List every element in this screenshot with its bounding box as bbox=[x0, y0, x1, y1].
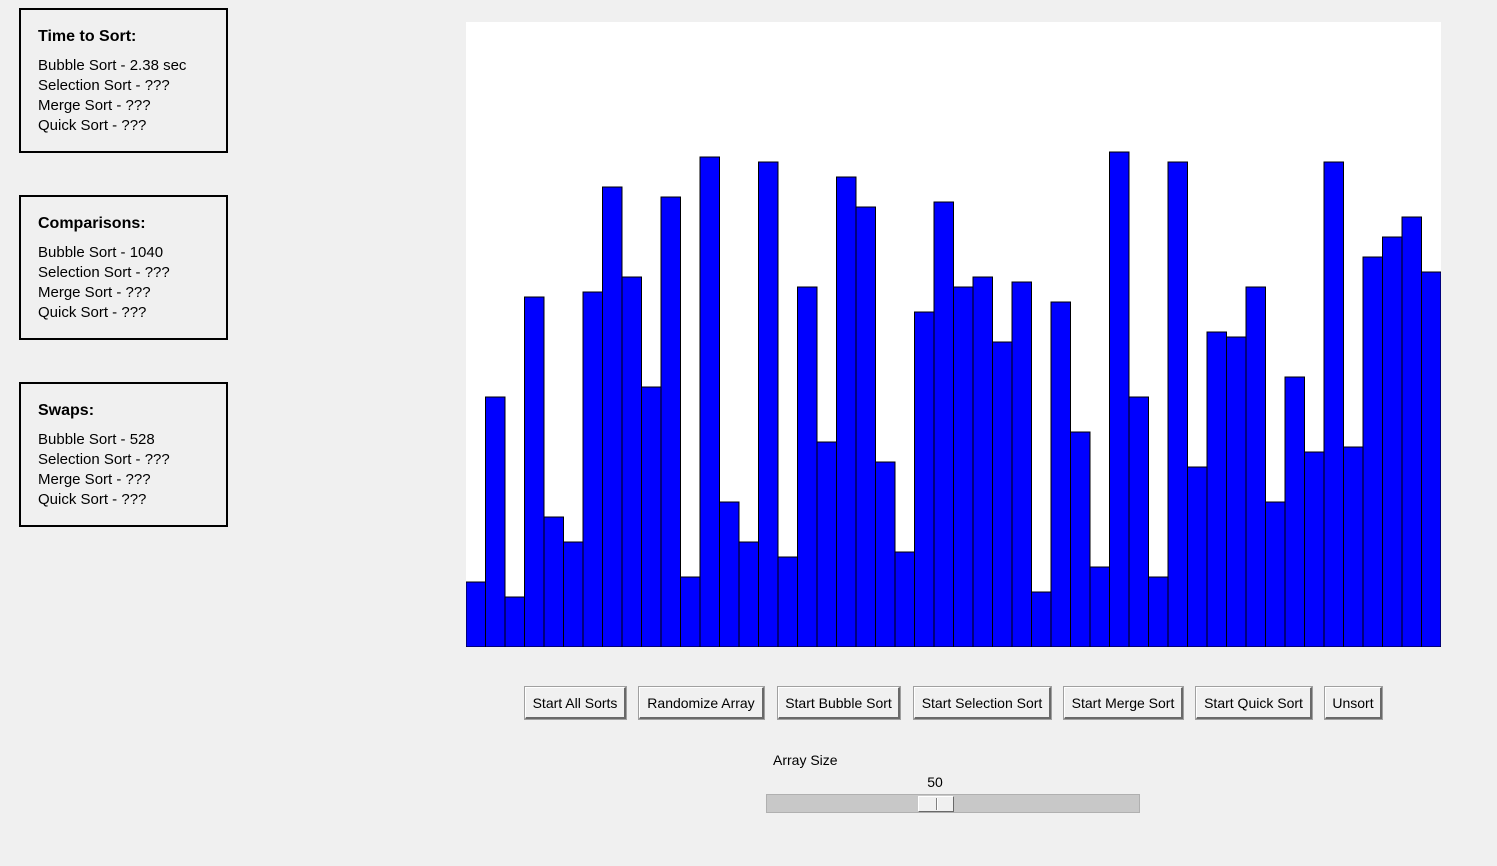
array-bar bbox=[1382, 236, 1403, 647]
array-bar bbox=[660, 196, 681, 647]
array-bar-canvas bbox=[466, 22, 1441, 647]
array-bar bbox=[836, 176, 857, 647]
array-bar bbox=[1362, 256, 1383, 647]
array-bar bbox=[1401, 216, 1422, 647]
array-size-value: 50 bbox=[927, 774, 943, 790]
comparisons-merge-sort: Merge Sort - ??? bbox=[38, 284, 151, 301]
array-bar bbox=[1226, 336, 1247, 647]
array-bar bbox=[602, 186, 623, 647]
array-bar bbox=[992, 341, 1013, 647]
time-bubble-sort: Bubble Sort - 2.38 sec bbox=[38, 57, 187, 74]
randomize-array-button[interactable]: Randomize Array bbox=[639, 687, 764, 719]
array-bar bbox=[563, 541, 584, 647]
swaps-title: Swaps: bbox=[38, 402, 95, 419]
array-bar bbox=[524, 296, 545, 647]
start-merge-sort-button[interactable]: Start Merge Sort bbox=[1064, 687, 1183, 719]
array-bar bbox=[1031, 591, 1052, 647]
array-bar bbox=[485, 396, 506, 647]
array-bar bbox=[1089, 566, 1110, 647]
array-bar bbox=[777, 556, 798, 647]
array-bar bbox=[1167, 161, 1188, 647]
array-bar bbox=[621, 276, 642, 647]
array-bar bbox=[738, 541, 759, 647]
array-bar bbox=[1206, 331, 1227, 647]
swaps-bubble-sort: Bubble Sort - 528 bbox=[38, 431, 155, 448]
array-bar bbox=[914, 311, 935, 647]
swaps-selection-sort: Selection Sort - ??? bbox=[38, 451, 170, 468]
array-bar bbox=[1323, 161, 1344, 647]
array-bar bbox=[1070, 431, 1091, 647]
swaps-merge-sort: Merge Sort - ??? bbox=[38, 471, 151, 488]
time-selection-sort: Selection Sort - ??? bbox=[38, 77, 170, 94]
comparisons-title: Comparisons: bbox=[38, 215, 146, 232]
array-bar bbox=[894, 551, 915, 647]
array-bar bbox=[953, 286, 974, 647]
array-bar bbox=[466, 581, 486, 647]
array-bar bbox=[543, 516, 564, 647]
swaps-quick-sort: Quick Sort - ??? bbox=[38, 491, 147, 508]
comparisons-bubble-sort: Bubble Sort - 1040 bbox=[38, 244, 164, 261]
array-bar bbox=[816, 441, 837, 647]
array-bar bbox=[933, 201, 954, 647]
array-bar bbox=[641, 386, 662, 647]
comparisons-quick-sort: Quick Sort - ??? bbox=[38, 304, 147, 321]
array-bar bbox=[1128, 396, 1149, 647]
start-all-sorts-button[interactable]: Start All Sorts bbox=[525, 687, 626, 719]
array-bar bbox=[1304, 451, 1325, 647]
array-bar bbox=[1265, 501, 1286, 647]
array-bar bbox=[972, 276, 993, 647]
time-merge-sort: Merge Sort - ??? bbox=[38, 97, 151, 114]
array-bar bbox=[1187, 466, 1208, 647]
start-bubble-sort-button[interactable]: Start Bubble Sort bbox=[778, 687, 900, 719]
swaps-panel: Swaps: Bubble Sort - 528 Selection Sort … bbox=[19, 382, 228, 527]
array-bar bbox=[582, 291, 603, 647]
start-quick-sort-button[interactable]: Start Quick Sort bbox=[1196, 687, 1312, 719]
unsort-button[interactable]: Unsort bbox=[1325, 687, 1382, 719]
control-button-row: Start All Sorts Randomize Array Start Bu… bbox=[0, 687, 1497, 719]
comparisons-selection-sort: Selection Sort - ??? bbox=[38, 264, 170, 281]
array-bar bbox=[719, 501, 740, 647]
time-to-sort-panel: Time to Sort: Bubble Sort - 2.38 sec Sel… bbox=[19, 8, 228, 153]
array-bar bbox=[504, 596, 525, 647]
array-bar bbox=[1050, 301, 1071, 647]
array-bar bbox=[1421, 271, 1441, 647]
array-bar-chart bbox=[466, 151, 1441, 647]
array-bar bbox=[797, 286, 818, 647]
array-bar bbox=[1011, 281, 1032, 647]
array-size-slider-thumb[interactable] bbox=[918, 796, 955, 812]
array-bar bbox=[1343, 446, 1364, 647]
time-to-sort-title: Time to Sort: bbox=[38, 28, 137, 45]
array-bar bbox=[1245, 286, 1266, 647]
start-selection-sort-button[interactable]: Start Selection Sort bbox=[914, 687, 1051, 719]
array-size-label: Array Size bbox=[773, 752, 838, 768]
array-bar bbox=[1109, 151, 1130, 647]
time-quick-sort: Quick Sort - ??? bbox=[38, 117, 147, 134]
array-bar bbox=[680, 576, 701, 647]
array-bar bbox=[875, 461, 896, 647]
array-bar bbox=[1148, 576, 1169, 647]
array-bar bbox=[855, 206, 876, 647]
array-bar bbox=[699, 156, 720, 647]
comparisons-panel: Comparisons: Bubble Sort - 1040 Selectio… bbox=[19, 195, 228, 340]
array-bar bbox=[758, 161, 779, 647]
array-bar bbox=[1284, 376, 1305, 647]
array-size-slider[interactable] bbox=[766, 794, 1140, 813]
slider-grip-icon bbox=[936, 798, 939, 810]
